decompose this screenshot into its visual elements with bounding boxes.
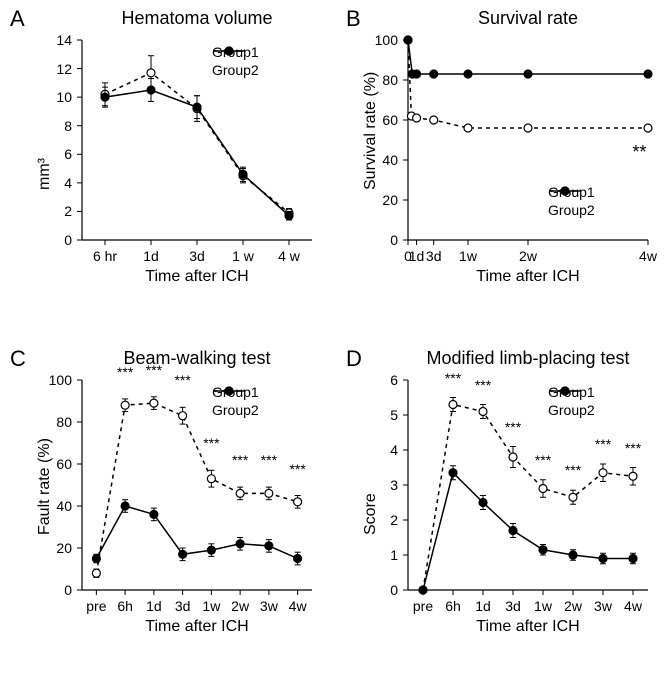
xtick: 6 hr xyxy=(93,248,117,264)
ytick: 0 xyxy=(64,232,72,248)
significance-mark: *** xyxy=(261,452,277,468)
legend-label: Group2 xyxy=(212,62,259,78)
xtick: 1w xyxy=(534,598,552,614)
significance-mark: *** xyxy=(505,419,521,435)
xtick: 6h xyxy=(117,598,133,614)
ytick: 4 xyxy=(64,175,72,191)
ytick: 5 xyxy=(390,407,398,423)
xtick: 6h xyxy=(445,598,461,614)
legend-label: Group2 xyxy=(548,402,595,418)
significance-mark: *** xyxy=(565,462,581,478)
xtick: 1w xyxy=(459,248,477,264)
legend-label: Group2 xyxy=(212,402,259,418)
ytick: 1 xyxy=(390,547,398,563)
ytick: 3 xyxy=(390,477,398,493)
ytick: 80 xyxy=(382,72,398,88)
ytick: 60 xyxy=(56,456,72,472)
panel-D: D Modified limb-placing test Score Time … xyxy=(346,340,666,675)
panel-B: B Survival rate Survival rate (%) Time a… xyxy=(346,0,666,320)
xtick: 1 w xyxy=(232,248,254,264)
ytick: 6 xyxy=(390,372,398,388)
legend-A: Group1 Group2 xyxy=(212,44,259,80)
significance-mark: *** xyxy=(232,452,248,468)
xtick: 2w xyxy=(564,598,582,614)
legend-item: Group2 xyxy=(212,402,259,418)
legend-label: Group2 xyxy=(548,202,595,218)
ytick: 2 xyxy=(64,203,72,219)
legend-item: Group2 xyxy=(548,402,595,418)
xtick: 3d xyxy=(426,248,442,264)
panel-A: A Hematoma volume mm³ Time after ICH 024… xyxy=(10,0,326,320)
xtick: 2w xyxy=(519,248,537,264)
plot-A xyxy=(10,0,326,320)
legend-C: Group1 Group2 xyxy=(212,384,259,420)
ytick: 60 xyxy=(382,112,398,128)
xtick: pre xyxy=(413,598,433,614)
ytick: 80 xyxy=(56,414,72,430)
xtick: 4w xyxy=(289,598,307,614)
ytick: 40 xyxy=(56,498,72,514)
xtick: 3w xyxy=(594,598,612,614)
ytick: 20 xyxy=(56,540,72,556)
significance-mark: *** xyxy=(289,461,305,477)
ytick: 8 xyxy=(64,118,72,134)
significance-mark: *** xyxy=(174,372,190,388)
ytick: 6 xyxy=(64,146,72,162)
ytick: 2 xyxy=(390,512,398,528)
significance-mark: *** xyxy=(117,364,133,380)
significance-mark: *** xyxy=(203,435,219,451)
xtick: 3w xyxy=(260,598,278,614)
ytick: 10 xyxy=(56,89,72,105)
xtick: 4w xyxy=(624,598,642,614)
ytick: 40 xyxy=(382,152,398,168)
significance-mark: *** xyxy=(445,370,461,386)
xtick: 3d xyxy=(505,598,521,614)
significance-mark: *** xyxy=(595,436,611,452)
legend-item: Group2 xyxy=(212,62,259,78)
ytick: 20 xyxy=(382,192,398,208)
xtick: 1d xyxy=(475,598,491,614)
xtick: 2w xyxy=(231,598,249,614)
xtick: 1d xyxy=(146,598,162,614)
significance-mark: *** xyxy=(475,377,491,393)
xtick: 1w xyxy=(202,598,220,614)
ytick: 100 xyxy=(49,372,72,388)
ytick: 0 xyxy=(64,582,72,598)
significance-mark: ** xyxy=(632,142,646,163)
xtick: pre xyxy=(86,598,106,614)
ytick: 0 xyxy=(390,232,398,248)
legend-D: Group1 Group2 xyxy=(548,384,595,420)
xtick: 1d xyxy=(143,248,159,264)
panel-C: C Beam-walking test Fault rate (%) Time … xyxy=(10,340,326,675)
xtick: 3d xyxy=(175,598,191,614)
significance-mark: *** xyxy=(146,362,162,378)
figure: A Hematoma volume mm³ Time after ICH 024… xyxy=(0,0,672,683)
xtick: 1d xyxy=(409,248,425,264)
xtick: 4 w xyxy=(278,248,300,264)
ytick: 0 xyxy=(390,582,398,598)
significance-mark: *** xyxy=(535,452,551,468)
ytick: 100 xyxy=(375,32,398,48)
plot-D xyxy=(346,340,666,675)
significance-mark: *** xyxy=(625,440,641,456)
ytick: 12 xyxy=(56,61,72,77)
legend-item: Group2 xyxy=(548,202,595,218)
ytick: 14 xyxy=(56,32,72,48)
legend-B: Group1 Group2 xyxy=(548,184,595,220)
xtick: 4w xyxy=(639,248,657,264)
ytick: 4 xyxy=(390,442,398,458)
xtick: 3d xyxy=(189,248,205,264)
